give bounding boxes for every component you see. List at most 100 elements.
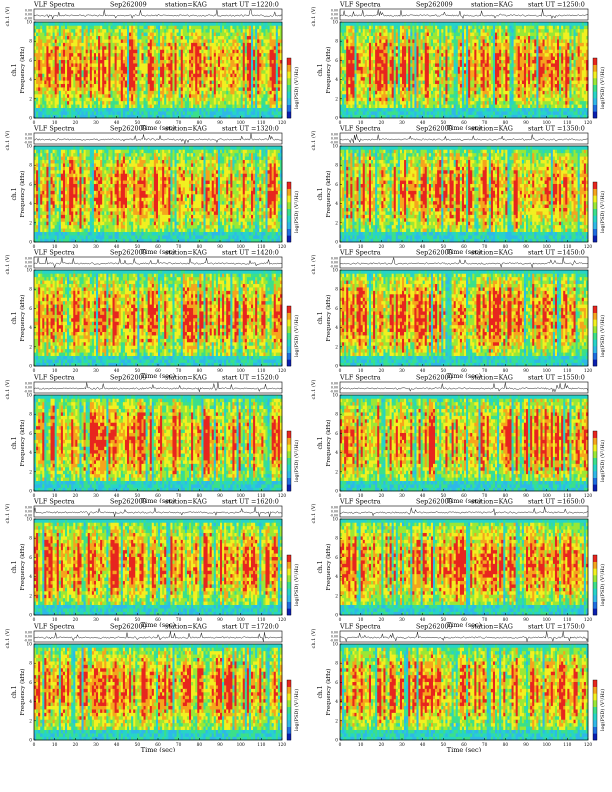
spectrogram-cell [184,46,188,50]
spectrogram-cell [44,22,47,26]
spectrogram-cell [104,59,107,64]
spectrogram-cell [404,80,407,85]
spectrogram-cell [222,114,225,119]
spectrogram-cell [174,90,177,95]
spectrogram-cell [217,80,221,85]
spectrogram-cell [381,114,384,119]
spectrogram-cell [360,66,364,71]
spectrogram-cell [203,90,206,95]
spectrogram-cell [98,46,101,50]
spectrogram-cell [120,42,124,47]
spectrogram-cell [433,87,436,91]
spectrogram-cell [89,46,93,50]
spectrogram-cell [451,70,454,74]
spectrogram-cell [172,80,175,85]
spectrogram-cell [197,73,200,78]
spectrogram-cell [60,32,64,37]
spectrogram-cell [222,42,225,47]
spectrogram-cell [259,87,262,91]
spectrogram-cell [445,90,448,95]
spectrogram-cell [172,87,175,91]
spectrogram-cell [397,25,401,30]
spectrogram-cell [344,63,347,67]
spectrogram-cell [344,100,347,105]
spectrogram-cell [267,100,270,105]
spectrogram-cell [87,94,91,98]
spectrogram-cell [58,35,62,40]
spectrogram-cell [375,80,378,85]
spectrogram-cell [38,49,41,54]
spectrogram-cell [234,83,237,88]
spectrogram-cell [127,39,130,43]
spectrogram-cell [387,97,390,102]
spectrogram-cell [213,94,217,98]
spectrogram-cell [207,22,210,26]
spectrogram-cell [410,114,413,119]
spectrogram-cell [199,100,202,105]
spectrogram-cell [402,87,405,91]
spectrogram-cell [263,83,266,88]
spectrogram-cell [75,111,78,115]
spectrogram-cell [389,100,392,105]
spectrogram-cell [201,104,204,109]
spectrogram-cell [189,63,192,67]
spectrogram-cell [360,90,364,95]
spectrogram-cell [412,114,415,119]
spectrogram-cell [69,100,72,105]
spectrogram-cell [118,32,122,37]
spectrogram-cell [375,76,378,81]
spectrogram-cell [87,100,91,105]
spectrogram-cell [54,59,58,64]
spectrogram-cell [182,63,186,67]
spectrogram-cell [220,83,223,88]
spectrogram-cell [85,22,89,26]
spectrogram-cell [201,59,204,64]
spectrogram-cell [131,49,134,54]
spectrogram-cell [220,49,223,54]
spectrogram-cell [174,28,177,33]
spectrogram-cell [271,66,275,71]
spectrogram-cell [226,107,229,112]
spectrogram-cell [81,114,84,119]
spectrogram-cell [120,56,124,61]
spectrogram-cell [352,35,355,40]
spectrogram-cell [141,66,144,71]
spectrogram-cell [371,28,374,33]
spectrogram-cell [358,35,361,40]
spectrogram-cell [191,76,194,81]
spectrogram-cell [184,66,188,71]
spectrogram-cell [435,100,438,105]
spectrogram-cell [201,56,204,61]
spectrogram-cell [201,39,204,43]
spectrogram-cell [447,46,450,50]
spectrogram-cell [207,70,210,74]
spectrogram-cell [67,104,70,109]
spectrogram-cell [346,73,349,78]
spectrogram-cell [120,94,124,98]
spectrogram-cell [195,114,198,119]
spectrogram-cell [453,76,457,81]
spectrogram-cell [129,90,132,95]
spectrogram-cell [155,63,159,67]
spectrogram-cell [184,73,188,78]
spectrogram-cell [340,114,343,119]
spectrogram-cell [437,111,440,115]
spectrogram-cell [445,42,448,47]
spectrogram-cell [416,59,419,64]
spectrogram-cell [151,66,155,71]
spectrogram-cell [358,73,361,78]
spectrogram-cell [348,70,351,74]
spectrogram-cell [69,25,72,30]
spectrogram-cell [172,104,175,109]
spectrogram-cell [445,39,448,43]
spectrogram-cell [232,66,235,71]
spectrogram-cell [193,87,196,91]
spectrogram-cell [131,90,134,95]
spectrogram-cell [120,22,124,26]
spectrogram-cell [211,42,215,47]
spectrogram-cell [439,66,442,71]
spectrogram-cell [263,80,266,85]
spectrogram-cell [393,66,397,71]
spectrogram-cell [160,83,163,88]
spectrogram-cell [174,39,177,43]
